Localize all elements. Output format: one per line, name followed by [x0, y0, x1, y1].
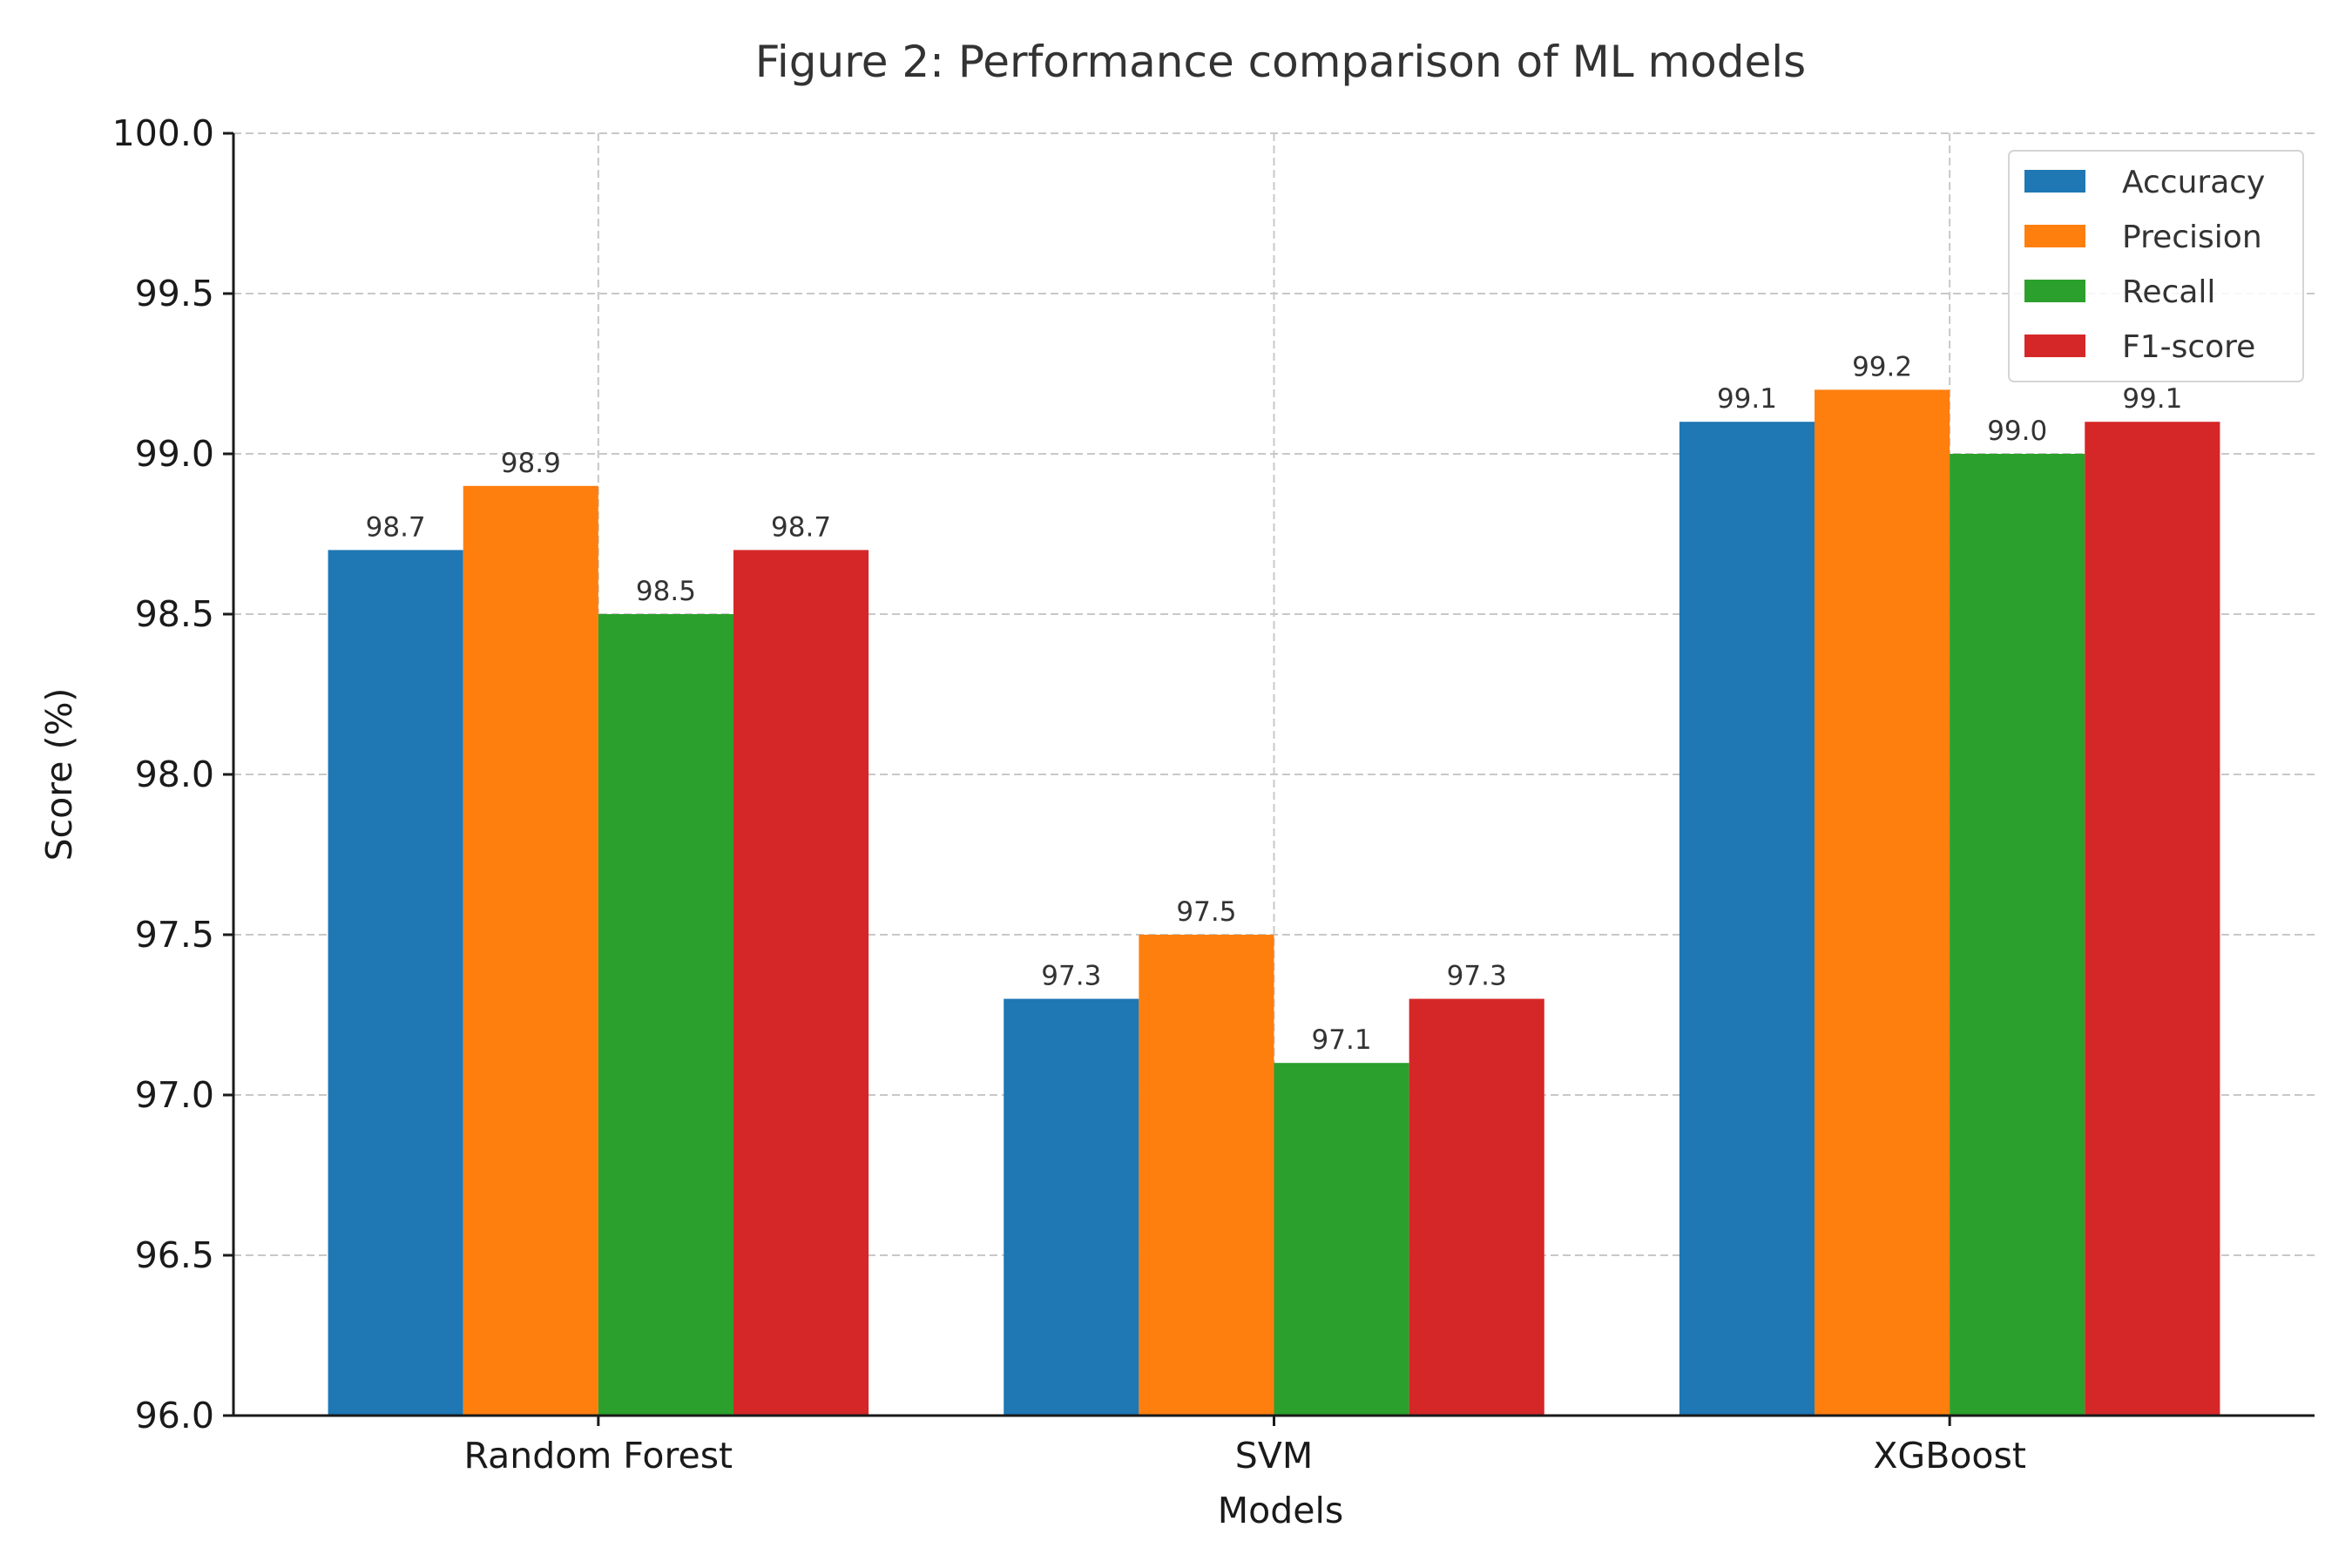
bar-f1-score-2: [2085, 422, 2220, 1416]
y-tick-label: 97.0: [135, 1074, 214, 1116]
x-tick-label: XGBoost: [1873, 1435, 2026, 1477]
legend-swatch-recall: [2024, 280, 2085, 302]
data-label: 98.5: [636, 576, 696, 607]
bar-precision-1: [1139, 935, 1274, 1416]
bar-accuracy-2: [1679, 422, 1815, 1416]
legend-label: F1-score: [2122, 329, 2255, 365]
data-label: 98.9: [501, 448, 561, 479]
y-tick-label: 100.0: [112, 112, 214, 154]
y-tick-label: 97.5: [135, 914, 214, 956]
chart-title: Figure 2: Performance comparison of ML m…: [755, 37, 1806, 87]
x-tick-label: Random Forest: [464, 1435, 733, 1477]
data-label: 97.3: [1041, 961, 1101, 992]
data-label: 99.2: [1852, 351, 1912, 382]
data-label: 99.1: [1717, 383, 1777, 415]
bar-precision-2: [1815, 389, 1950, 1416]
legend-label: Accuracy: [2122, 165, 2265, 200]
data-label: 99.1: [2122, 383, 2182, 415]
legend-swatch-f1-score: [2024, 335, 2085, 357]
bar-recall-0: [598, 614, 733, 1416]
data-label: 98.7: [366, 511, 426, 543]
x-axis-label: Models: [1218, 1490, 1343, 1531]
bar-accuracy-1: [1004, 998, 1139, 1416]
y-tick-label: 99.0: [135, 433, 214, 475]
data-label: 97.3: [1447, 961, 1507, 992]
legend-swatch-accuracy: [2024, 170, 2085, 193]
bars: [328, 389, 2220, 1416]
legend-box: [2008, 150, 2304, 382]
data-label: 99.0: [1987, 416, 2047, 447]
bar-recall-2: [1950, 454, 2085, 1416]
data-label: 97.1: [1312, 1024, 1372, 1056]
y-tick-label: 98.5: [135, 593, 214, 635]
y-tick-label: 99.5: [135, 273, 214, 314]
legend-swatch-precision: [2024, 225, 2085, 247]
bar-precision-0: [463, 485, 598, 1416]
x-tick-label: SVM: [1235, 1435, 1313, 1477]
y-axis-label: Score (%): [38, 688, 80, 862]
legend-label: Precision: [2122, 220, 2262, 255]
y-tick-label: 98.0: [135, 754, 214, 795]
legend: Accuracy Precision Recall F1-score: [2008, 150, 2304, 382]
bar-accuracy-0: [328, 550, 463, 1416]
axes: 96.0 96.5 97.0 97.5 98.0 98.5 99.0 99.5 100.0 Ran…: [112, 112, 2315, 1477]
data-label: 98.7: [771, 511, 831, 543]
y-tick-label: 96.5: [135, 1234, 214, 1276]
y-tick-label: 96.0: [135, 1395, 214, 1436]
data-labels: 98.7 97.3 99.1 98.9 97.5 99.2 98.5 97.1 99.0 98.7…: [366, 351, 2183, 1056]
bar-recall-1: [1274, 1063, 1409, 1416]
bar-f1-score-1: [1409, 998, 1544, 1416]
bar-f1-score-0: [733, 550, 869, 1416]
legend-label: Recall: [2122, 274, 2215, 310]
data-label: 97.5: [1176, 896, 1236, 928]
